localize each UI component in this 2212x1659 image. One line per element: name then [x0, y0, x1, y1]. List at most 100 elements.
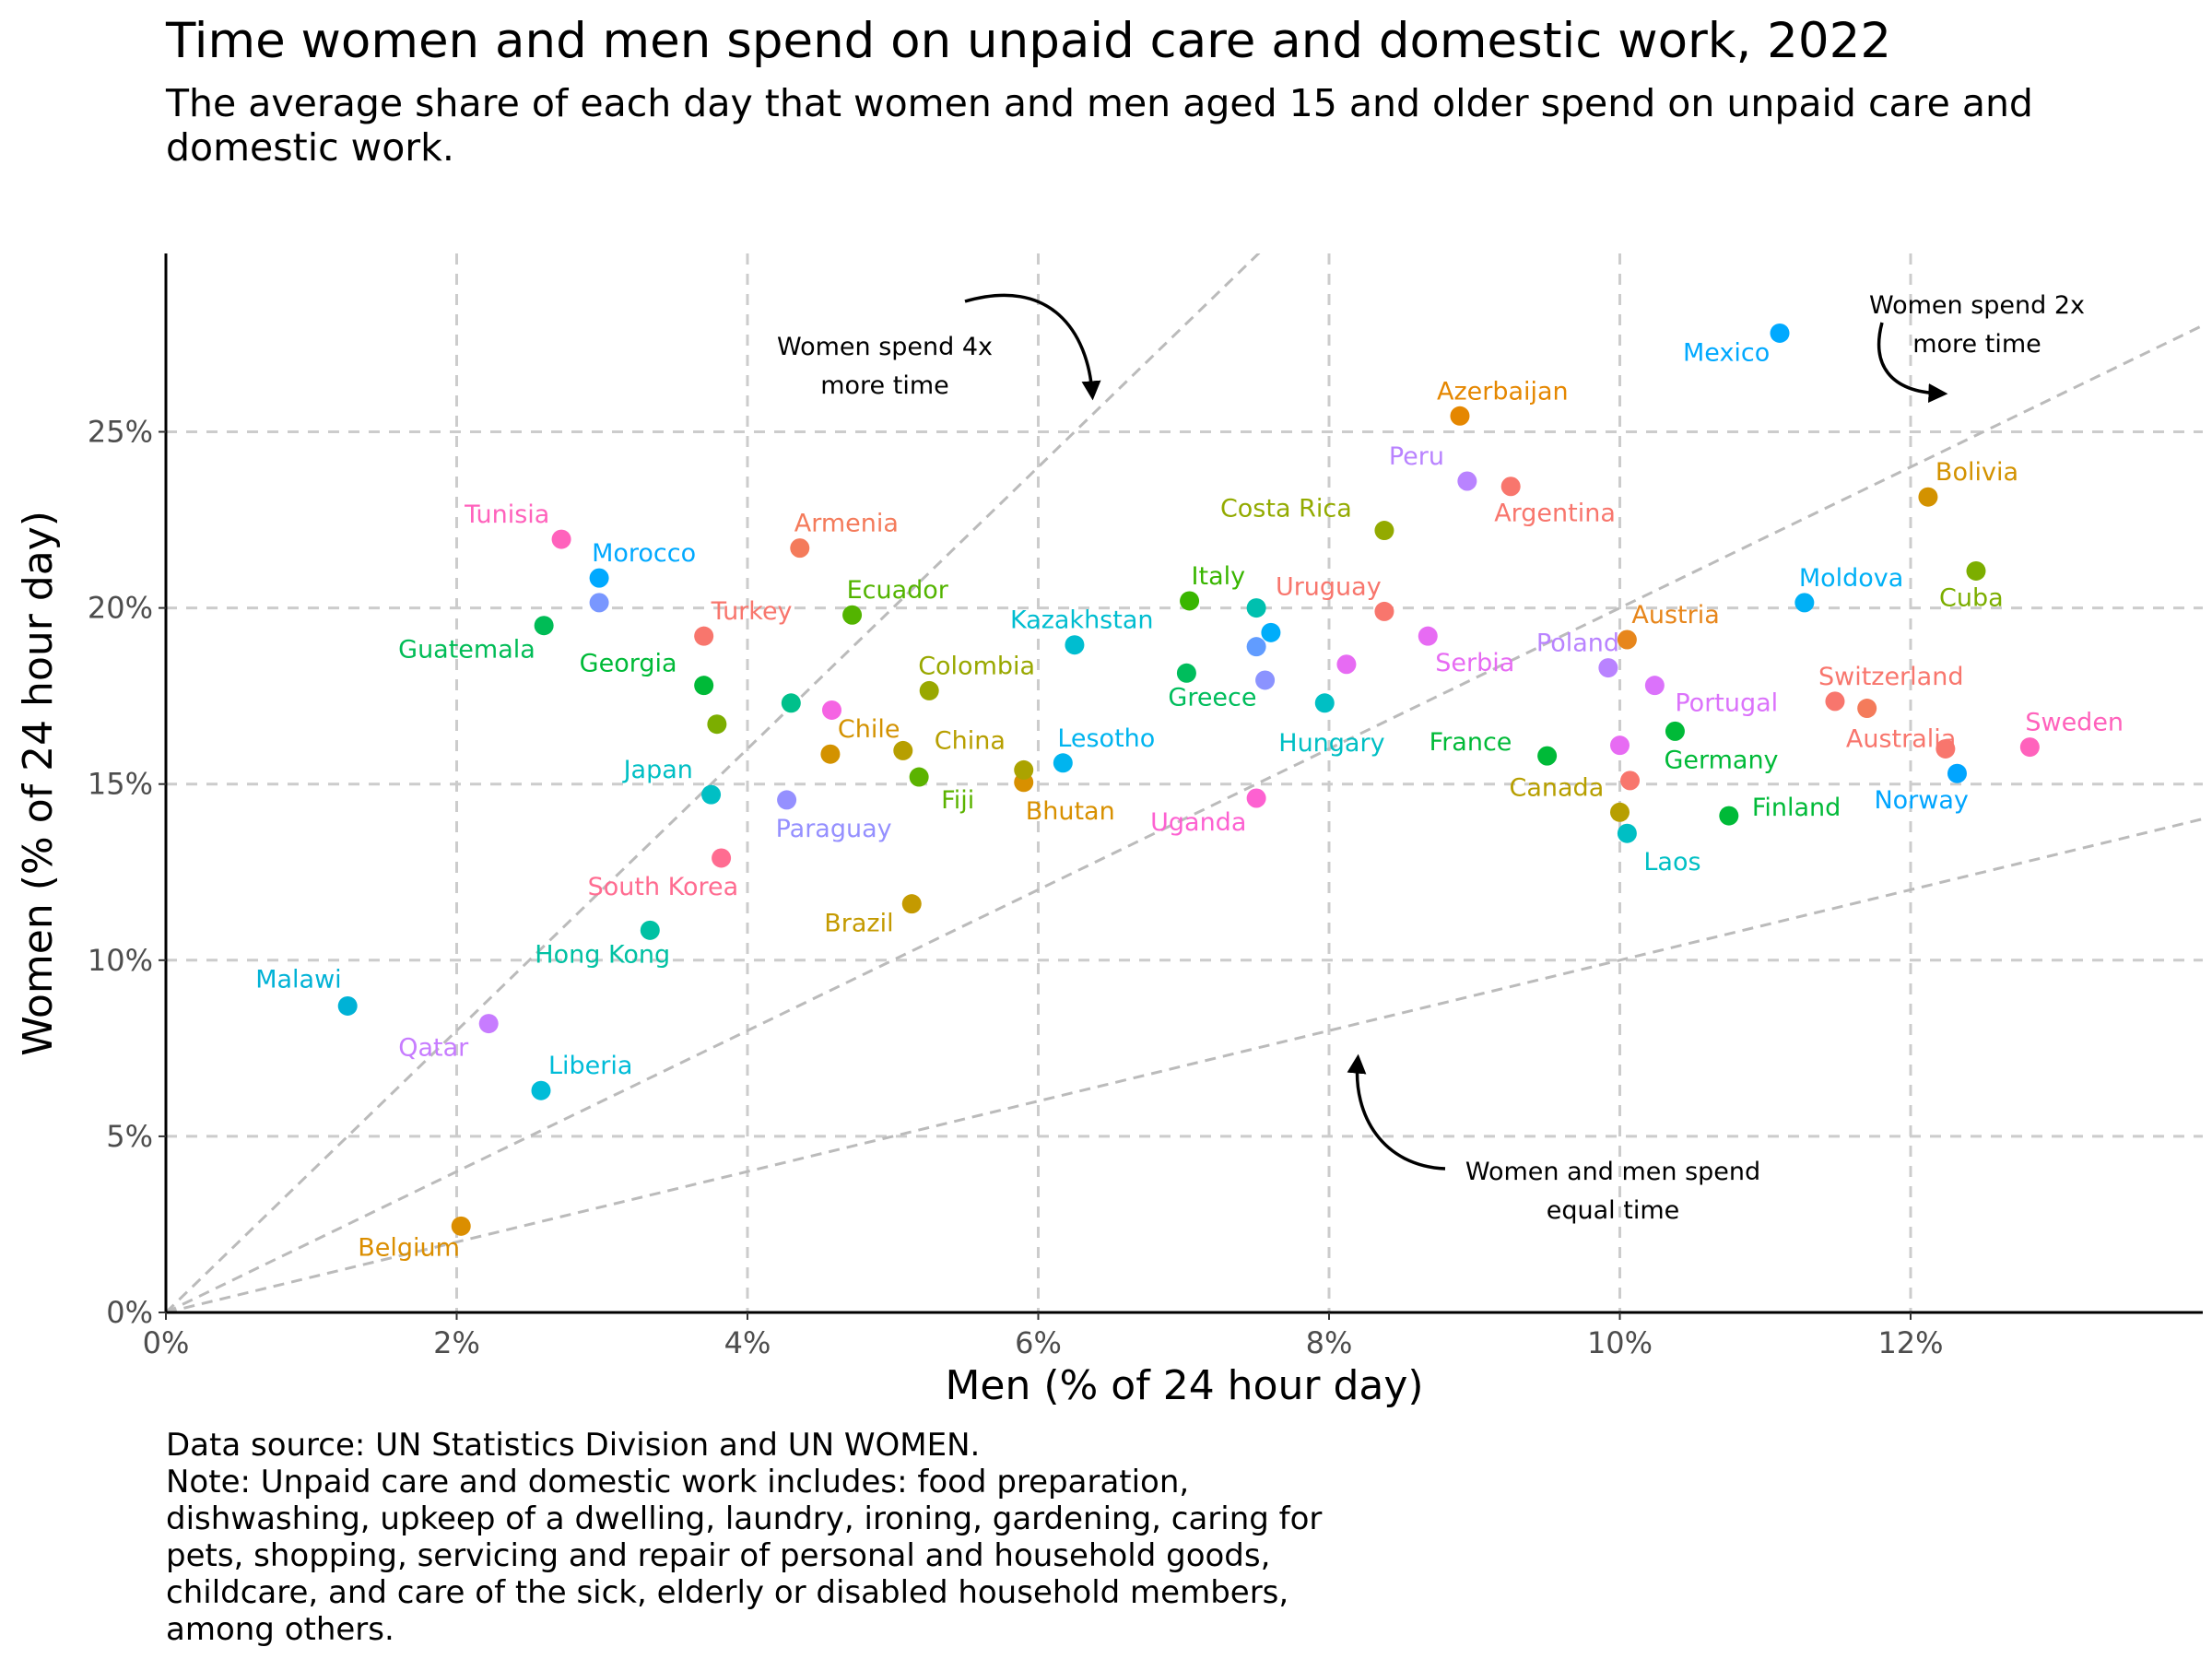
- data-point: [1314, 693, 1335, 713]
- data-point: [2019, 737, 2040, 758]
- point-label: Hungary: [1278, 729, 1384, 758]
- caption-source: Data source: UN Statistics Division and …: [166, 1427, 981, 1464]
- point-label: Serbia: [1435, 649, 1514, 677]
- point-label: Mexico: [1683, 338, 1770, 367]
- point-label: Belgium: [358, 1233, 460, 1262]
- data-point: [1255, 670, 1276, 690]
- y-tick-label: 20%: [88, 591, 153, 626]
- data-point: [1936, 738, 1956, 759]
- data-point: [337, 995, 358, 1016]
- point-label: Bhutan: [1026, 797, 1115, 826]
- data-point: [1374, 521, 1394, 541]
- annotations: Women spend 4x more time Women spend 2x mor…: [777, 291, 2085, 1225]
- x-tick-label: 2%: [433, 1325, 480, 1360]
- data-point: [842, 605, 863, 625]
- annotation-text: more time: [1912, 330, 2041, 359]
- data-point: [1610, 735, 1630, 756]
- point-label: Ecuador: [847, 576, 949, 605]
- data-point: [712, 848, 732, 868]
- data-point: [1065, 635, 1085, 655]
- point-label: Chile: [838, 715, 900, 744]
- data-point: [1857, 699, 1877, 719]
- data-point: [821, 700, 841, 720]
- data-point: [781, 693, 801, 713]
- data-point: [1053, 753, 1073, 773]
- x-axis-title: Men (% of 24 hour day): [945, 1362, 1423, 1409]
- data-point: [777, 790, 797, 810]
- data-point: [1246, 788, 1266, 808]
- point-label: Malawi: [255, 965, 341, 994]
- reference-lines: [166, 253, 2203, 1312]
- point-label: Colombia: [918, 652, 1035, 680]
- data-point: [1336, 654, 1357, 675]
- point-label: Argentina: [1494, 500, 1616, 528]
- data-point: [1374, 601, 1394, 621]
- x-tick-label: 12%: [1877, 1325, 1943, 1360]
- data-point: [820, 744, 841, 764]
- data-point: [1500, 477, 1521, 497]
- y-tick-label: 5%: [106, 1119, 153, 1154]
- reference-line: [166, 818, 2202, 1312]
- point-label: Canada: [1510, 773, 1605, 802]
- point-label: Georgia: [580, 650, 677, 678]
- grid: [166, 253, 2203, 1312]
- point-label: Guatemala: [398, 636, 535, 665]
- point-label: Finland: [1752, 794, 1841, 822]
- y-tick-label: 15%: [88, 767, 153, 802]
- point-label: Greece: [1168, 683, 1256, 712]
- data-point: [1014, 759, 1034, 780]
- y-tick-label: 0%: [106, 1295, 153, 1330]
- point-label: Qatar: [398, 1034, 469, 1063]
- data-point: [551, 529, 571, 549]
- data-point: [1450, 406, 1470, 426]
- annotation-arrow: [964, 293, 1101, 401]
- data-point: [1598, 658, 1618, 678]
- annotation-text: equal time: [1547, 1196, 1680, 1225]
- data-point: [451, 1216, 471, 1236]
- point-label: Uganda: [1150, 808, 1246, 837]
- annotation-arrow: [1877, 322, 1948, 404]
- data-point: [1644, 676, 1665, 696]
- data-point: [1246, 637, 1266, 657]
- point-label: Sweden: [2025, 709, 2124, 737]
- data-point: [1825, 691, 1845, 712]
- data-point: [1610, 802, 1630, 822]
- data-point: [589, 568, 609, 588]
- point-labels: Malawi Belgium Qatar Liberia Guatemala Tunisi…: [255, 338, 2124, 1262]
- data-point: [901, 894, 922, 914]
- x-tick-label: 0%: [143, 1325, 190, 1360]
- point-label: Portugal: [1675, 689, 1778, 718]
- data-point: [919, 680, 939, 700]
- data-point: [694, 676, 714, 696]
- y-tick-label: 10%: [88, 943, 153, 978]
- annotation-text: Women spend 4x: [777, 333, 993, 361]
- point-label: Turkey: [711, 597, 793, 626]
- y-tick-label: 25%: [88, 415, 153, 450]
- point-label: Azerbaijan: [1437, 377, 1569, 406]
- point-label: Moldova: [1799, 564, 1904, 593]
- point-label: Japan: [622, 756, 693, 784]
- point-label: Australia: [1846, 724, 1956, 753]
- point-label: Lesotho: [1057, 724, 1155, 753]
- annotation-arrow: [1347, 1053, 1446, 1171]
- data-point: [893, 740, 913, 760]
- x-tick-label: 4%: [724, 1325, 771, 1360]
- point-label: Poland: [1536, 629, 1619, 658]
- point-label: Brazil: [824, 910, 893, 938]
- data-point: [1537, 746, 1558, 766]
- data-point: [1665, 721, 1685, 741]
- point-label: Armenia: [794, 510, 899, 538]
- point-label: France: [1430, 728, 1512, 757]
- x-tick-label: 10%: [1587, 1325, 1653, 1360]
- point-label: Liberia: [548, 1052, 632, 1080]
- point-label: Kazakhstan: [1010, 606, 1154, 635]
- reference-line: [166, 324, 2203, 1312]
- data-point: [1617, 823, 1637, 843]
- point-label: Fiji: [941, 786, 974, 815]
- data-point: [790, 538, 810, 559]
- point-label: Italy: [1192, 562, 1246, 591]
- point-label: Bolivia: [1936, 458, 2018, 487]
- point-label: Laos: [1643, 848, 1700, 877]
- point-label: Morocco: [592, 539, 696, 568]
